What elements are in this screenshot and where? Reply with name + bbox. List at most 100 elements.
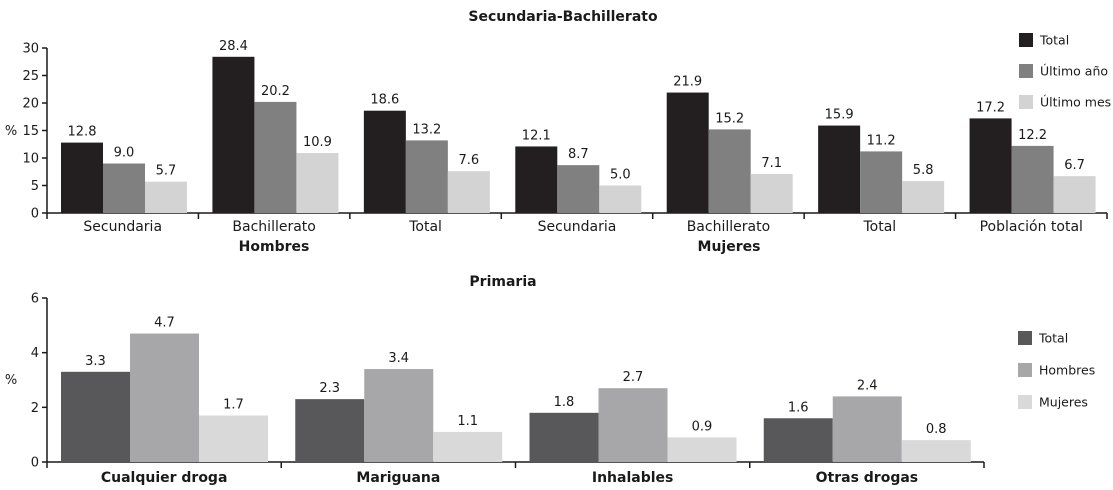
chart2-bar bbox=[364, 369, 434, 462]
chart1-category-label: Bachillerato bbox=[687, 219, 770, 235]
chart2-data-label: 1.8 bbox=[554, 395, 575, 410]
chart2-data-label: 4.7 bbox=[154, 316, 175, 331]
chart1-ylabel: % bbox=[5, 124, 17, 139]
chart2-y-tick-label: 0 bbox=[31, 456, 39, 471]
chart2-bar bbox=[295, 399, 365, 462]
chart1-data-label: 5.7 bbox=[156, 164, 177, 179]
chart2-legend-swatch bbox=[1018, 363, 1032, 377]
chart2-legend-label: Total bbox=[1038, 331, 1068, 346]
chart1-category-label: Total bbox=[408, 219, 442, 235]
chart2-bar bbox=[61, 371, 130, 462]
chart1-legend-label: Total bbox=[1039, 33, 1069, 48]
chart1-category-label: Secundaria bbox=[538, 219, 617, 235]
chart1-bar bbox=[363, 110, 406, 213]
chart1-legend-label: Último mes bbox=[1040, 95, 1111, 110]
chart1-bar bbox=[1011, 145, 1054, 213]
chart2-bar bbox=[433, 431, 503, 462]
chart1-data-label: 8.7 bbox=[568, 147, 589, 162]
chart2-legend-label: Hombres bbox=[1039, 363, 1095, 378]
chart1-title: Secundaria-Bachillerato bbox=[468, 9, 658, 25]
chart1-y-tick-label: 5 bbox=[31, 179, 39, 194]
chart1-data-label: 28.4 bbox=[219, 39, 248, 54]
chart1-data-label: 5.8 bbox=[913, 163, 934, 178]
chart1-data-label: 12.8 bbox=[68, 125, 97, 140]
chart2-legend-swatch bbox=[1018, 395, 1032, 409]
chart1-data-label: 11.2 bbox=[867, 133, 896, 148]
chart2-data-label: 1.1 bbox=[457, 414, 478, 429]
chart1-bar bbox=[296, 153, 339, 213]
chart2-data-label: 1.6 bbox=[788, 400, 809, 415]
chart2-y-tick-label: 2 bbox=[31, 401, 39, 416]
chart1-legend-swatch bbox=[1019, 64, 1033, 78]
chart2-data-label: 0.8 bbox=[926, 422, 947, 437]
chart1-category-label: Total bbox=[863, 219, 897, 235]
chart1-data-label: 12.1 bbox=[522, 128, 551, 143]
chart1-y-tick-label: 20 bbox=[22, 97, 39, 112]
chart1-data-label: 7.6 bbox=[459, 153, 480, 168]
chart2-bar bbox=[763, 418, 833, 462]
chart1-data-label: 20.2 bbox=[261, 84, 290, 99]
chart1-data-label: 15.9 bbox=[825, 108, 854, 123]
chart1-data-label: 18.6 bbox=[370, 93, 399, 108]
chart2-bar bbox=[598, 388, 668, 462]
chart1-bar bbox=[750, 173, 793, 213]
chart1-plot: 0 5 10 15 20 25 30 12.8 9.0 5.7 Secundaria 28.4 20.2… bbox=[22, 33, 1111, 236]
chart2-bar bbox=[199, 415, 268, 462]
chart2-data-label: 2.3 bbox=[319, 381, 340, 396]
chart1-bar bbox=[818, 125, 861, 213]
chart2-category-label: Inhalables bbox=[592, 470, 673, 486]
chart1-data-label: 15.2 bbox=[715, 111, 744, 126]
chart1-bar bbox=[1053, 176, 1096, 213]
chart1-bar bbox=[103, 163, 145, 213]
chart1-bar bbox=[61, 142, 103, 213]
chart1-group-label-hombres: Hombres bbox=[239, 239, 310, 255]
chart1-bar bbox=[212, 56, 255, 213]
chart2-data-label: 3.4 bbox=[388, 351, 409, 366]
chart1-bar bbox=[405, 140, 448, 213]
chart1-group-label-mujeres: Mujeres bbox=[698, 239, 761, 255]
chart1-y-tick-label: 0 bbox=[31, 207, 39, 222]
chart2-bar bbox=[667, 437, 737, 462]
chart2-y-tick-label: 6 bbox=[31, 292, 39, 307]
chart1-data-label: 17.2 bbox=[976, 100, 1005, 115]
chart1-bar bbox=[515, 146, 558, 213]
chart1-bar bbox=[860, 151, 903, 213]
chart2-data-label: 1.7 bbox=[223, 398, 244, 413]
chart2-bar bbox=[529, 412, 599, 462]
chart1-data-label: 13.2 bbox=[412, 122, 441, 137]
chart2-legend-label: Mujeres bbox=[1039, 395, 1088, 410]
chart1-data-label: 9.0 bbox=[114, 146, 135, 161]
chart1-data-label: 12.2 bbox=[1018, 128, 1047, 143]
chart1-category-label: Secundaria bbox=[83, 219, 162, 235]
chart1-legend-label: Último año bbox=[1040, 64, 1108, 79]
chart2-title: Primaria bbox=[469, 274, 536, 290]
chart1-bar bbox=[557, 165, 600, 213]
chart2-bar bbox=[832, 396, 902, 462]
chart2-legend-swatch bbox=[1018, 331, 1032, 345]
chart1-bar bbox=[969, 118, 1012, 213]
chart1-bar bbox=[599, 185, 642, 213]
chart1-data-label: 7.1 bbox=[761, 156, 782, 171]
chart1-data-label: 5.0 bbox=[610, 168, 631, 183]
chart1-bar bbox=[666, 92, 709, 213]
chart2-y-tick-label: 4 bbox=[31, 346, 39, 361]
chart1-data-label: 10.9 bbox=[303, 135, 332, 150]
chart2-plot: 0 2 4 6 3.3 4.7 1.7 Cualquier droga 2.3 3.4 1.1 Mar… bbox=[31, 292, 1096, 487]
chart2-data-label: 3.3 bbox=[85, 354, 106, 369]
chart1-bar bbox=[145, 181, 187, 213]
chart1-category-label: Bachillerato bbox=[232, 219, 315, 235]
chart2-bar bbox=[901, 440, 971, 462]
chart2-data-label: 2.4 bbox=[857, 378, 878, 393]
chart2-category-label: Mariguana bbox=[356, 470, 440, 486]
chart1-category-label: Población total bbox=[980, 219, 1083, 235]
chart2-data-label: 0.9 bbox=[692, 419, 713, 434]
chart1-y-tick-label: 25 bbox=[22, 69, 39, 84]
chart2-data-label: 2.7 bbox=[623, 370, 644, 385]
chart1-data-label: 21.9 bbox=[673, 75, 702, 90]
chart1-y-tick-label: 10 bbox=[22, 152, 39, 167]
chart2-bar bbox=[130, 333, 199, 462]
chart2-category-label: Otras drogas bbox=[816, 470, 919, 486]
chart1-bar bbox=[902, 181, 945, 213]
chart1-legend-swatch bbox=[1019, 95, 1033, 109]
